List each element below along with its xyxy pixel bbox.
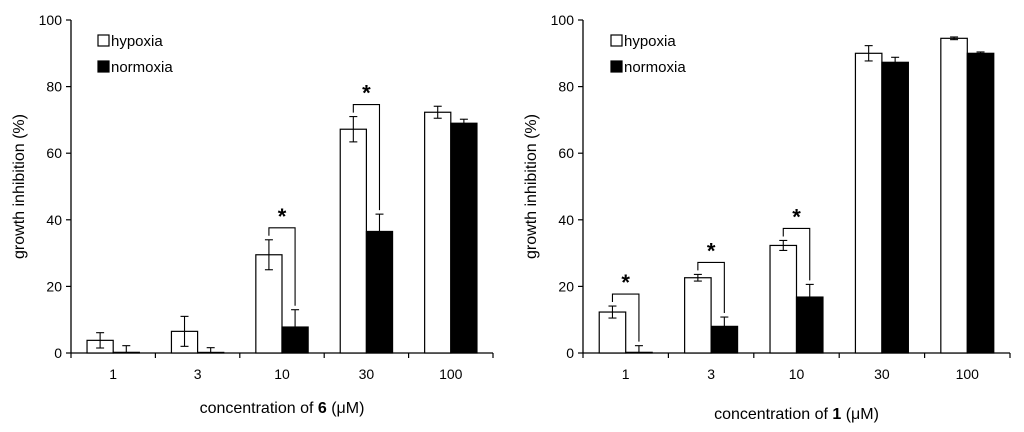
- significance-bracket: [782, 227, 811, 281]
- significance-bracket: [268, 227, 296, 306]
- significance-bracket: [352, 104, 381, 211]
- hypoxia-bar: [854, 52, 883, 354]
- hypoxia-bar: [684, 277, 712, 354]
- legend-swatch-hypoxia: [97, 34, 110, 47]
- legend: hypoxia normoxia: [97, 33, 173, 76]
- legend-swatch-normoxia: [97, 60, 110, 73]
- legend-label-normoxia: normoxia: [111, 59, 173, 76]
- significance-star: *: [792, 204, 801, 229]
- x-tick-label: 100: [439, 366, 463, 382]
- x-axis-label: concentration of 1 (μM): [714, 406, 879, 423]
- legend-label-hypoxia: hypoxia: [624, 33, 676, 50]
- x-tick-label: 10: [274, 366, 290, 382]
- hypoxia-bar: [769, 244, 798, 354]
- hypoxia-bar: [424, 111, 452, 354]
- normoxia-bar: [966, 52, 995, 354]
- hypoxia-bar: [598, 311, 627, 354]
- y-tick-label: 80: [558, 79, 574, 95]
- x-tick-label: 1: [622, 366, 630, 382]
- y-tick-label: 20: [558, 278, 574, 294]
- y-tick-label: 20: [46, 278, 62, 294]
- y-tick-label: 40: [558, 212, 574, 228]
- legend: hypoxia normoxia: [610, 33, 686, 76]
- normoxia-bar: [881, 61, 909, 354]
- right-bar-chart: 0 20 40 60 80 100 1 3 10 30 100 * * * hypoxia normoxia g…: [523, 12, 1011, 423]
- legend-swatch-normoxia: [610, 60, 623, 73]
- significance-bracket: [697, 261, 725, 314]
- x-tick-label: 3: [707, 366, 715, 382]
- y-axis-label: growth inhibition (%): [523, 114, 540, 259]
- y-tick-label: 100: [39, 12, 63, 28]
- hypoxia-bar: [940, 37, 968, 354]
- significance-star: *: [621, 270, 630, 295]
- x-tick-label: 3: [194, 366, 202, 382]
- y-tick-label: 0: [566, 345, 574, 361]
- left-bar-chart: 0 20 40 60 80 100 1 3 10 30 100 * * hypoxia normoxia gr…: [11, 12, 494, 417]
- x-tick-label: 30: [874, 366, 890, 382]
- significance-star: *: [278, 204, 287, 229]
- y-tick-label: 80: [46, 79, 62, 95]
- y-tick-label: 40: [46, 212, 62, 228]
- x-tick-label: 1: [109, 366, 117, 382]
- x-tick-label: 30: [359, 366, 375, 382]
- y-tick-label: 100: [551, 12, 575, 28]
- legend-label-normoxia: normoxia: [624, 59, 686, 76]
- normoxia-bar: [450, 122, 478, 354]
- x-axis-label: concentration of 6 (μM): [200, 400, 365, 417]
- normoxia-bar: [365, 230, 394, 354]
- y-tick-label: 0: [54, 345, 62, 361]
- hypoxia-bar: [255, 254, 283, 354]
- significance-star: *: [362, 81, 371, 106]
- y-tick-label: 60: [46, 145, 62, 161]
- significance-bracket: [611, 293, 640, 342]
- x-tick-label: 100: [956, 366, 980, 382]
- y-tick-label: 60: [558, 145, 574, 161]
- y-axis-label: growth inhibition (%): [11, 114, 28, 259]
- significance-star: *: [707, 238, 716, 263]
- hypoxia-bar: [339, 128, 367, 354]
- x-tick-label: 10: [789, 366, 805, 382]
- legend-label-hypoxia: hypoxia: [111, 33, 163, 50]
- legend-swatch-hypoxia: [610, 34, 623, 47]
